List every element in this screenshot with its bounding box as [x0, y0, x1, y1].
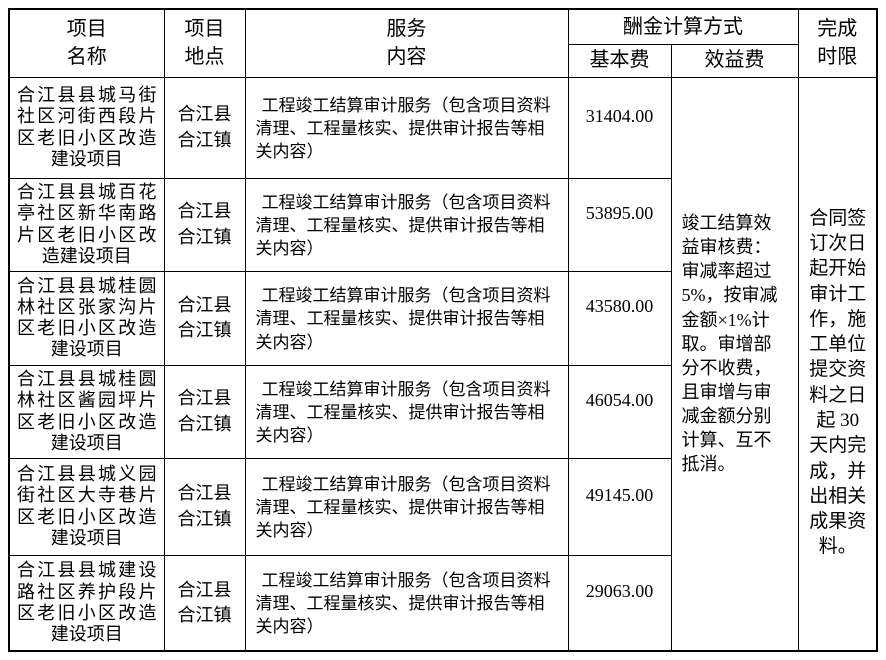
cell-basic-fee: 49145.00	[567, 457, 672, 556]
cell-service-content: 工程竣工结算审计服务（包含项目资料清理、工程量核实、提供审计报告等相关内容）	[244, 364, 569, 459]
cell-service-content: 工程竣工结算审计服务（包含项目资料清理、工程量核实、提供审计报告等相关内容）	[244, 457, 569, 556]
cell-project-location: 合江县 合江镇	[163, 177, 246, 272]
header-service-content: 服务 内容	[244, 8, 569, 78]
table-row: 合江县县城建设路社区养护段片区老旧小区改造建设项目 合江县 合江镇 工程竣工结算…	[8, 554, 877, 652]
cell-project-location: 合江县 合江镇	[163, 457, 246, 556]
header-remuneration-method: 酬金计算方式	[567, 8, 799, 45]
cell-project-location: 合江县 合江镇	[163, 270, 246, 366]
header-basic-fee: 基本费	[567, 43, 672, 78]
cell-project-name: 合江县县城桂圆林社区张家沟片区老旧小区改造建设项目	[8, 270, 165, 366]
cell-basic-fee: 46054.00	[567, 364, 672, 459]
table-row: 合江县县城桂圆林社区张家沟片区老旧小区改造建设项目 合江县 合江镇 工程竣工结算…	[8, 270, 877, 366]
cell-service-content: 工程竣工结算审计服务（包含项目资料清理、工程量核实、提供审计报告等相关内容）	[244, 270, 569, 366]
audit-fee-table: 项目 名称 项目 地点 服务 内容 酬金计算方式 完成 时限 基本费 效益费 合…	[8, 8, 878, 652]
cell-service-content: 工程竣工结算审计服务（包含项目资料清理、工程量核实、提供审计报告等相关内容）	[244, 76, 569, 179]
table-row: 合江县县城义园街社区大寺巷片区老旧小区改造建设项目 合江县 合江镇 工程竣工结算…	[8, 457, 877, 556]
cell-project-location: 合江县 合江镇	[163, 554, 246, 652]
cell-basic-fee: 31404.00	[567, 76, 672, 179]
cell-project-name: 合江县县城建设路社区养护段片区老旧小区改造建设项目	[8, 554, 165, 652]
header-row-sub: 基本费 效益费	[9, 43, 877, 78]
cell-service-content: 工程竣工结算审计服务（包含项目资料清理、工程量核实、提供审计报告等相关内容）	[244, 177, 569, 272]
header-project-name: 项目 名称	[8, 8, 165, 78]
cell-project-name: 合江县县城桂圆林社区酱园坪片区老旧小区改造建设项目	[8, 364, 165, 459]
table-row: 合江县县城马街社区河街西段片区老旧小区改造建设项目 合江县 合江镇 工程竣工结算…	[8, 76, 878, 652]
header-benefit-fee: 效益费	[670, 43, 799, 78]
cell-basic-fee: 43580.00	[567, 270, 672, 366]
cell-project-name: 合江县县城百花亭社区新华南路片区老旧小区改造建设项目	[8, 177, 165, 272]
cell-project-location: 合江县 合江镇	[163, 76, 246, 179]
cell-basic-fee: 29063.00	[567, 554, 672, 652]
cell-project-name: 合江县县城义园街社区大寺巷片区老旧小区改造建设项目	[8, 457, 165, 556]
cell-basic-fee: 53895.00	[567, 177, 672, 272]
header-row-top: 项目 名称 项目 地点 服务 内容 酬金计算方式 完成 时限	[8, 8, 878, 78]
document-page: 项目 名称 项目 地点 服务 内容 酬金计算方式 完成 时限 基本费 效益费 合…	[8, 8, 878, 652]
cell-project-name: 合江县县城马街社区河街西段片区老旧小区改造建设项目	[8, 76, 165, 179]
header-completion-deadline: 完成 时限	[797, 8, 878, 78]
cell-benefit-fee-note: 竣工结算效益审核费：审减率超过 5%，按审减金额×1%计取。审增部分不收费，且审…	[670, 76, 799, 652]
header-project-location: 项目 地点	[163, 8, 246, 78]
table-row: 合江县县城百花亭社区新华南路片区老旧小区改造建设项目 合江县 合江镇 工程竣工结…	[8, 177, 877, 272]
cell-project-location: 合江县 合江镇	[163, 364, 246, 459]
table-row: 合江县县城桂圆林社区酱园坪片区老旧小区改造建设项目 合江县 合江镇 工程竣工结算…	[8, 364, 877, 459]
cell-completion-deadline-note: 合同签订次日起开始审计工作，施工单位提交资料之日起 30 天内完成，并出相关成果…	[797, 76, 878, 652]
cell-service-content: 工程竣工结算审计服务（包含项目资料清理、工程量核实、提供审计报告等相关内容）	[244, 554, 569, 652]
